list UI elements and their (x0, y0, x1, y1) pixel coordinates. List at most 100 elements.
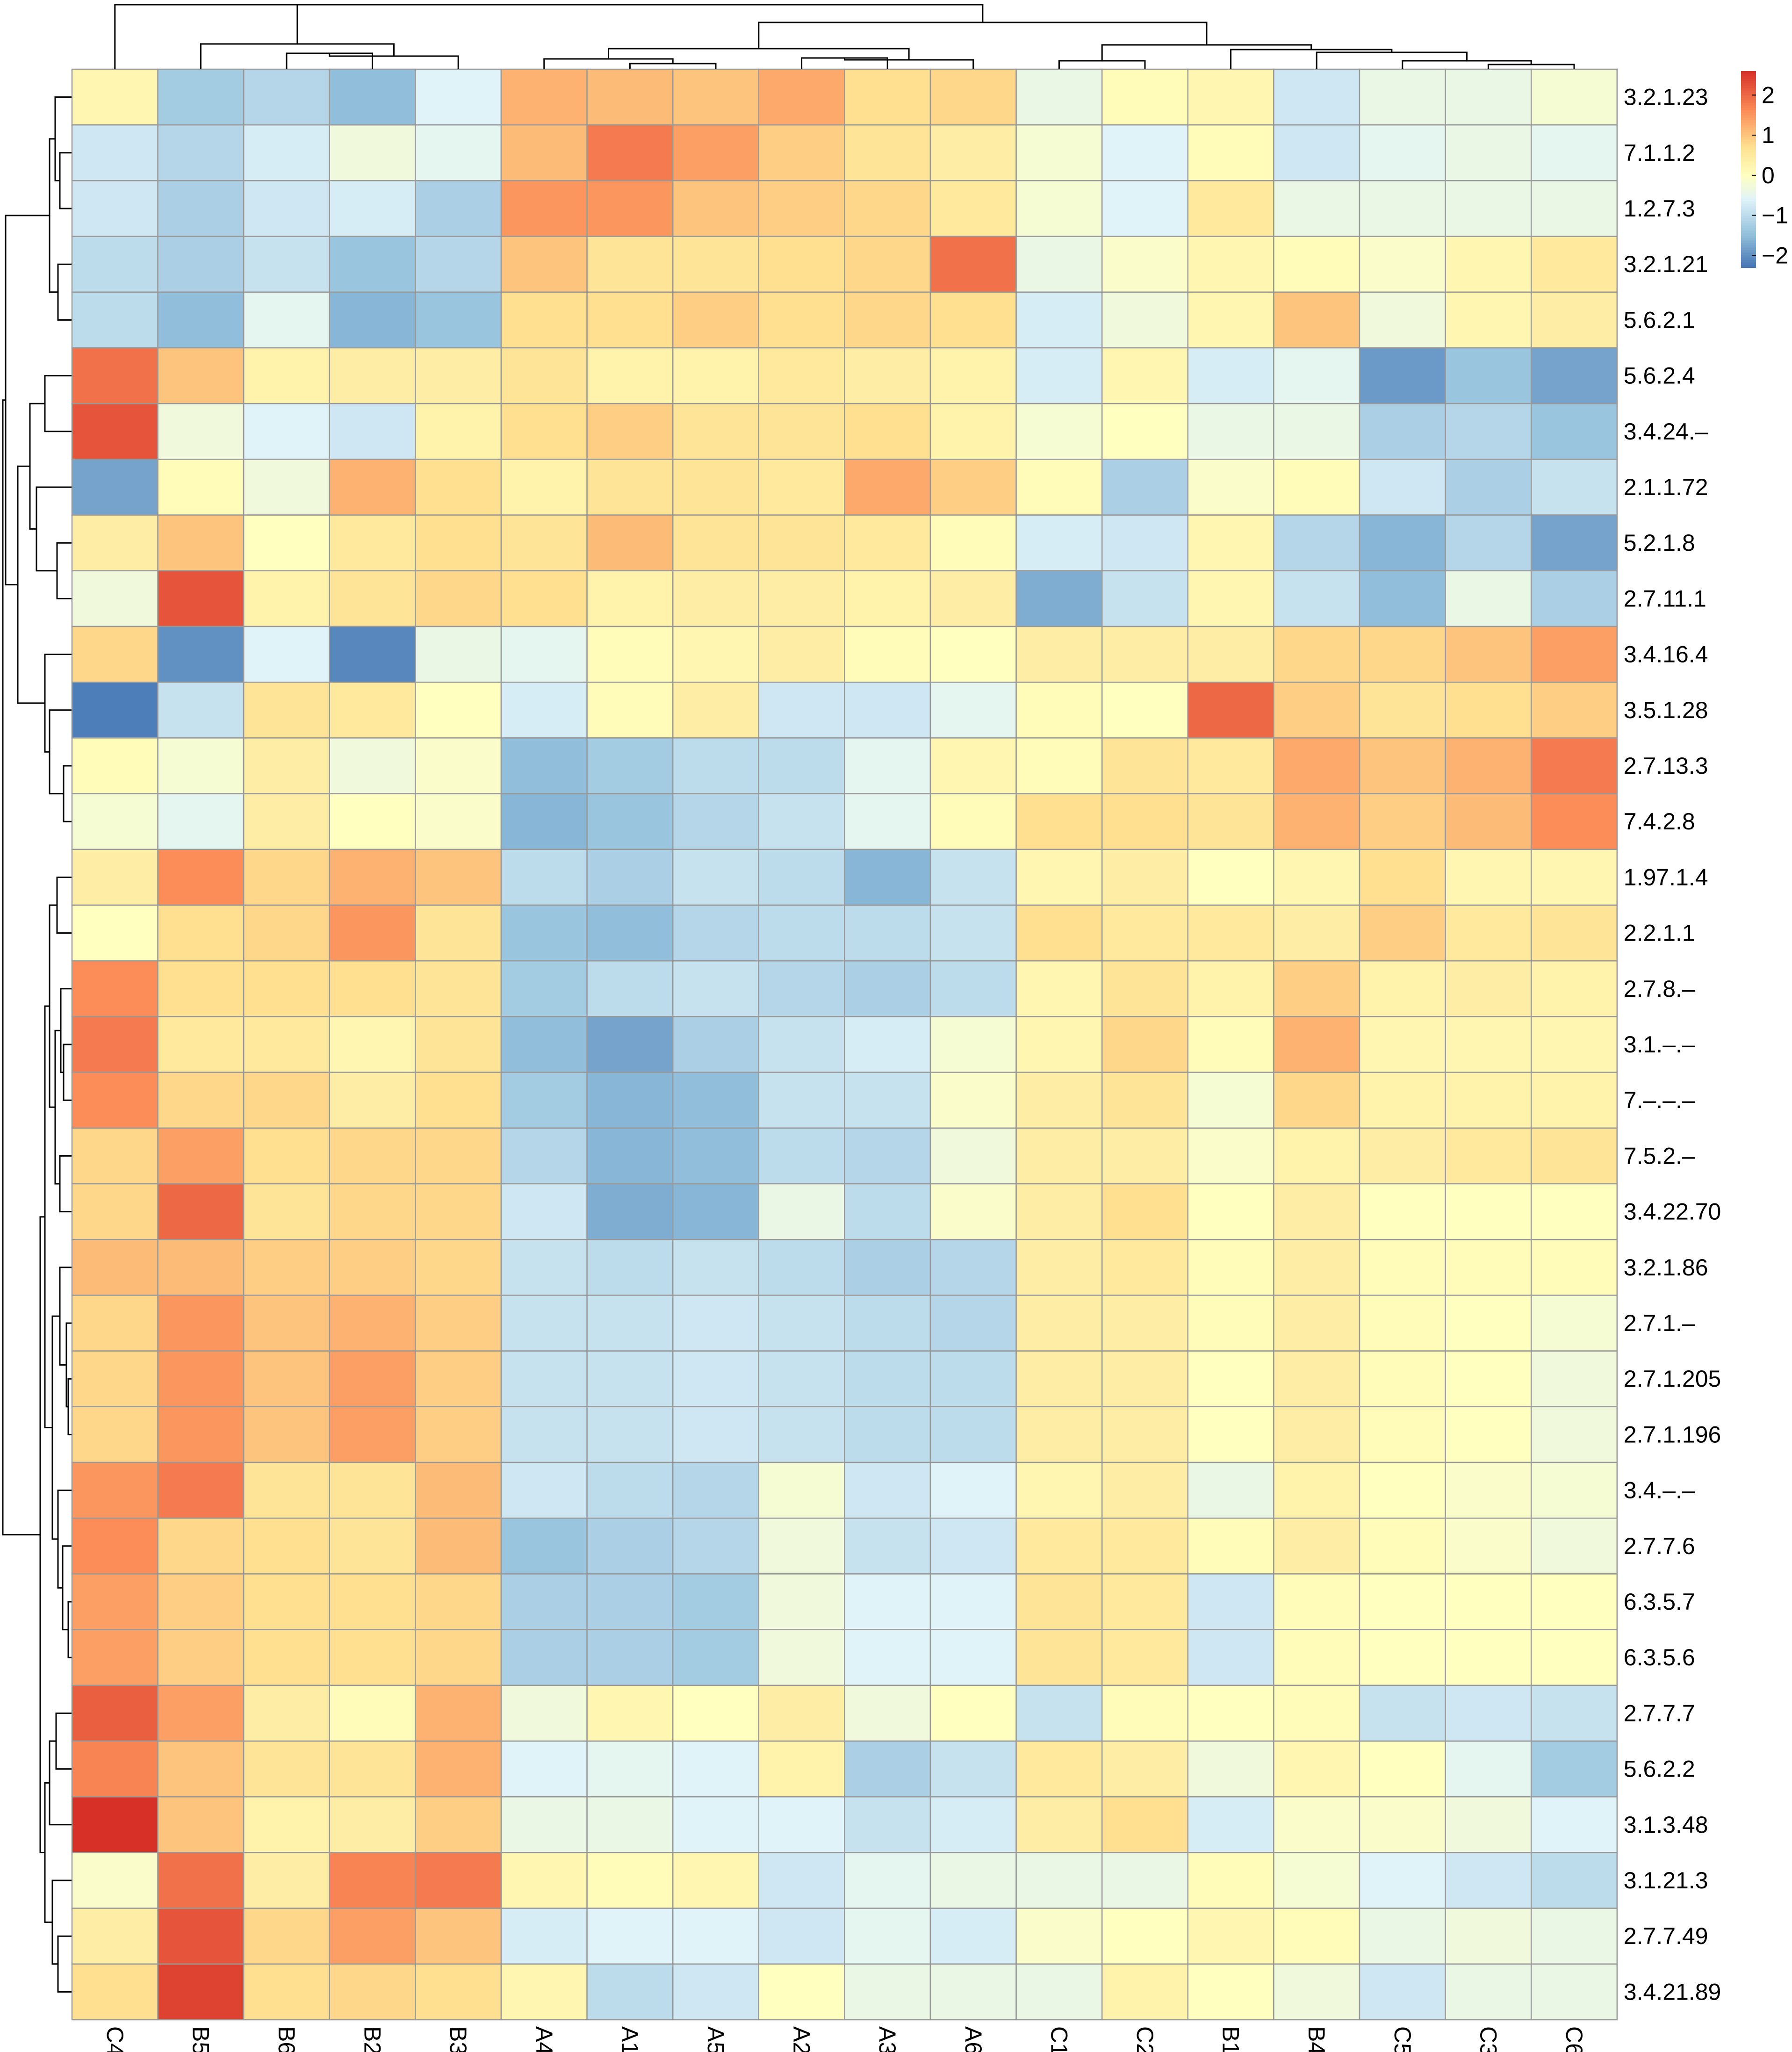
row-label: 1.97.1.4 (1624, 864, 1708, 890)
heatmap-cell (1530, 1517, 1618, 1575)
heatmap-cell (1015, 849, 1103, 906)
heatmap-cell (1101, 681, 1189, 739)
heatmap-cell (672, 68, 760, 126)
heatmap-cell (243, 1629, 331, 1686)
legend-color-step (1741, 166, 1756, 170)
heatmap-cell (758, 291, 845, 349)
heatmap-cell (758, 1295, 845, 1352)
heatmap-cell (929, 849, 1017, 906)
heatmap-cell (1273, 570, 1360, 627)
heatmap-cell (1273, 793, 1360, 850)
heatmap-cell (71, 1350, 158, 1408)
heatmap-cell (1359, 626, 1446, 683)
legend-color-step (1741, 199, 1756, 202)
legend-color-step (1741, 115, 1756, 118)
heatmap-cell (329, 1295, 416, 1352)
heatmap-cell (1359, 236, 1446, 293)
heatmap-cell (1101, 1517, 1189, 1575)
heatmap-cell (844, 1517, 931, 1575)
heatmap-cell (157, 403, 245, 460)
row-label: 2.7.7.6 (1624, 1533, 1695, 1559)
column-label: B2 (360, 2026, 386, 2052)
heatmap-cell (1359, 403, 1446, 460)
heatmap-cell (415, 1796, 502, 1853)
heatmap-cell (929, 1295, 1017, 1352)
heatmap-cell (71, 681, 158, 739)
heatmap-cell (500, 737, 588, 794)
row-label: 3.4.22.70 (1624, 1199, 1721, 1225)
heatmap-cell (329, 960, 416, 1017)
heatmap-cell (1273, 960, 1360, 1017)
heatmap-cell (586, 1796, 674, 1853)
heatmap-cell (243, 1016, 331, 1073)
heatmap-cell (157, 1852, 245, 1909)
heatmap-cell (672, 1406, 760, 1463)
legend-color-step (1741, 86, 1756, 89)
heatmap-cell (243, 459, 331, 516)
heatmap-cell (1015, 570, 1103, 627)
heatmap-cell (586, 849, 674, 906)
heatmap-cell (1101, 1852, 1189, 1909)
heatmap-cell (1015, 793, 1103, 850)
legend-color-step (1741, 98, 1756, 101)
heatmap-cell (1101, 236, 1189, 293)
heatmap-cell (672, 1350, 760, 1408)
legend-color-step (1741, 176, 1756, 180)
heatmap-cell (586, 1406, 674, 1463)
heatmap-cell (1273, 904, 1360, 962)
heatmap-cell (157, 904, 245, 962)
heatmap-cell (500, 849, 588, 906)
heatmap-cell (1015, 1740, 1103, 1798)
heatmap-cell (1530, 1016, 1618, 1073)
heatmap-cell (500, 1629, 588, 1686)
heatmap-cell (844, 403, 931, 460)
heatmap-cell (157, 1183, 245, 1240)
heatmap-cell (1530, 570, 1618, 627)
heatmap-cell (1359, 68, 1446, 126)
legend-color-step (1741, 228, 1756, 231)
heatmap-cell (844, 291, 931, 349)
row-label: 3.1.–.– (1624, 1031, 1695, 1058)
legend-color-step (1741, 258, 1756, 261)
heatmap-cell (329, 1517, 416, 1575)
legend-color-step (1741, 150, 1756, 153)
heatmap-cell (1530, 1183, 1618, 1240)
heatmap-cell (1273, 1016, 1360, 1073)
heatmap-cell (1530, 1963, 1618, 2021)
heatmap-cell (1101, 849, 1189, 906)
heatmap-cell (1273, 291, 1360, 349)
heatmap-cell (844, 849, 931, 906)
heatmap-cell (157, 960, 245, 1017)
heatmap-cell (1359, 1295, 1446, 1352)
heatmap-cell (1101, 1183, 1189, 1240)
heatmap-cell (929, 1908, 1017, 1965)
heatmap-cell (71, 1908, 158, 1965)
heatmap-cell (758, 1517, 845, 1575)
heatmap-cell (844, 1629, 931, 1686)
legend-color-step (1741, 174, 1756, 177)
heatmap-cell (329, 1796, 416, 1853)
heatmap-cell (1359, 1908, 1446, 1965)
heatmap-cell (1101, 459, 1189, 516)
heatmap-cell (586, 1295, 674, 1352)
heatmap-cell (243, 514, 331, 572)
heatmap-cell (500, 793, 588, 850)
heatmap-cell (1187, 124, 1274, 181)
heatmap-cell (844, 904, 931, 962)
legend-color-step (1741, 181, 1756, 185)
heatmap-cell (1015, 1016, 1103, 1073)
row-label: 7.4.2.8 (1624, 808, 1695, 835)
heatmap-cell (500, 68, 588, 126)
heatmap-cell (500, 236, 588, 293)
heatmap-cell (500, 1072, 588, 1129)
heatmap-cell (415, 904, 502, 962)
heatmap-cell (71, 1573, 158, 1630)
heatmap-cell (157, 1127, 245, 1185)
legend-color-step (1741, 164, 1756, 167)
legend-color-step (1741, 110, 1756, 114)
heatmap-cell (672, 570, 760, 627)
heatmap-cell (157, 570, 245, 627)
legend-color-step (1741, 250, 1756, 253)
heatmap-cell (1445, 124, 1532, 181)
heatmap-cell (1187, 960, 1274, 1017)
